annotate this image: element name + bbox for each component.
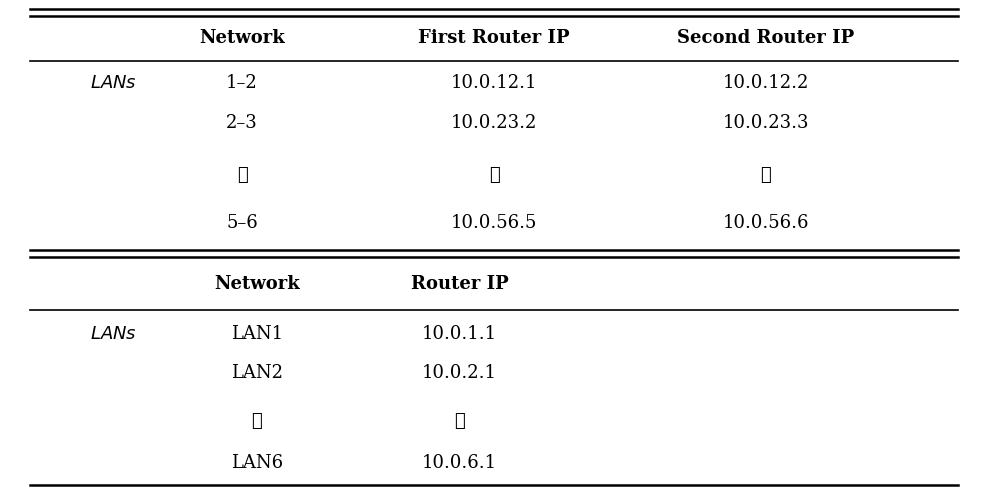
Text: ⋮: ⋮	[489, 166, 499, 184]
Text: 10.0.6.1: 10.0.6.1	[422, 454, 497, 472]
Text: 10.0.56.5: 10.0.56.5	[451, 214, 537, 232]
Text: 10.0.12.1: 10.0.12.1	[451, 74, 537, 92]
Text: 10.0.23.3: 10.0.23.3	[722, 115, 809, 132]
Text: $LANs$: $LANs$	[90, 74, 137, 92]
Text: 10.0.1.1: 10.0.1.1	[422, 325, 497, 343]
Text: ⋮: ⋮	[454, 413, 464, 430]
Text: Second Router IP: Second Router IP	[677, 29, 855, 47]
Text: 10.0.56.6: 10.0.56.6	[722, 214, 809, 232]
Text: Network: Network	[200, 29, 285, 47]
Text: ⋮: ⋮	[252, 413, 262, 430]
Text: LAN1: LAN1	[231, 325, 283, 343]
Text: 1–2: 1–2	[226, 74, 258, 92]
Text: 10.0.12.2: 10.0.12.2	[722, 74, 809, 92]
Text: LAN6: LAN6	[231, 454, 283, 472]
Text: Router IP: Router IP	[411, 275, 508, 293]
Text: 5–6: 5–6	[226, 214, 258, 232]
Text: ⋮: ⋮	[761, 166, 771, 184]
Text: 10.0.23.2: 10.0.23.2	[451, 115, 537, 132]
Text: $LANs$: $LANs$	[90, 325, 137, 343]
Text: First Router IP: First Router IP	[418, 29, 570, 47]
Text: Network: Network	[214, 275, 299, 293]
Text: 2–3: 2–3	[226, 115, 258, 132]
Text: LAN2: LAN2	[231, 365, 283, 382]
Text: 10.0.2.1: 10.0.2.1	[422, 365, 497, 382]
Text: ⋮: ⋮	[237, 166, 247, 184]
